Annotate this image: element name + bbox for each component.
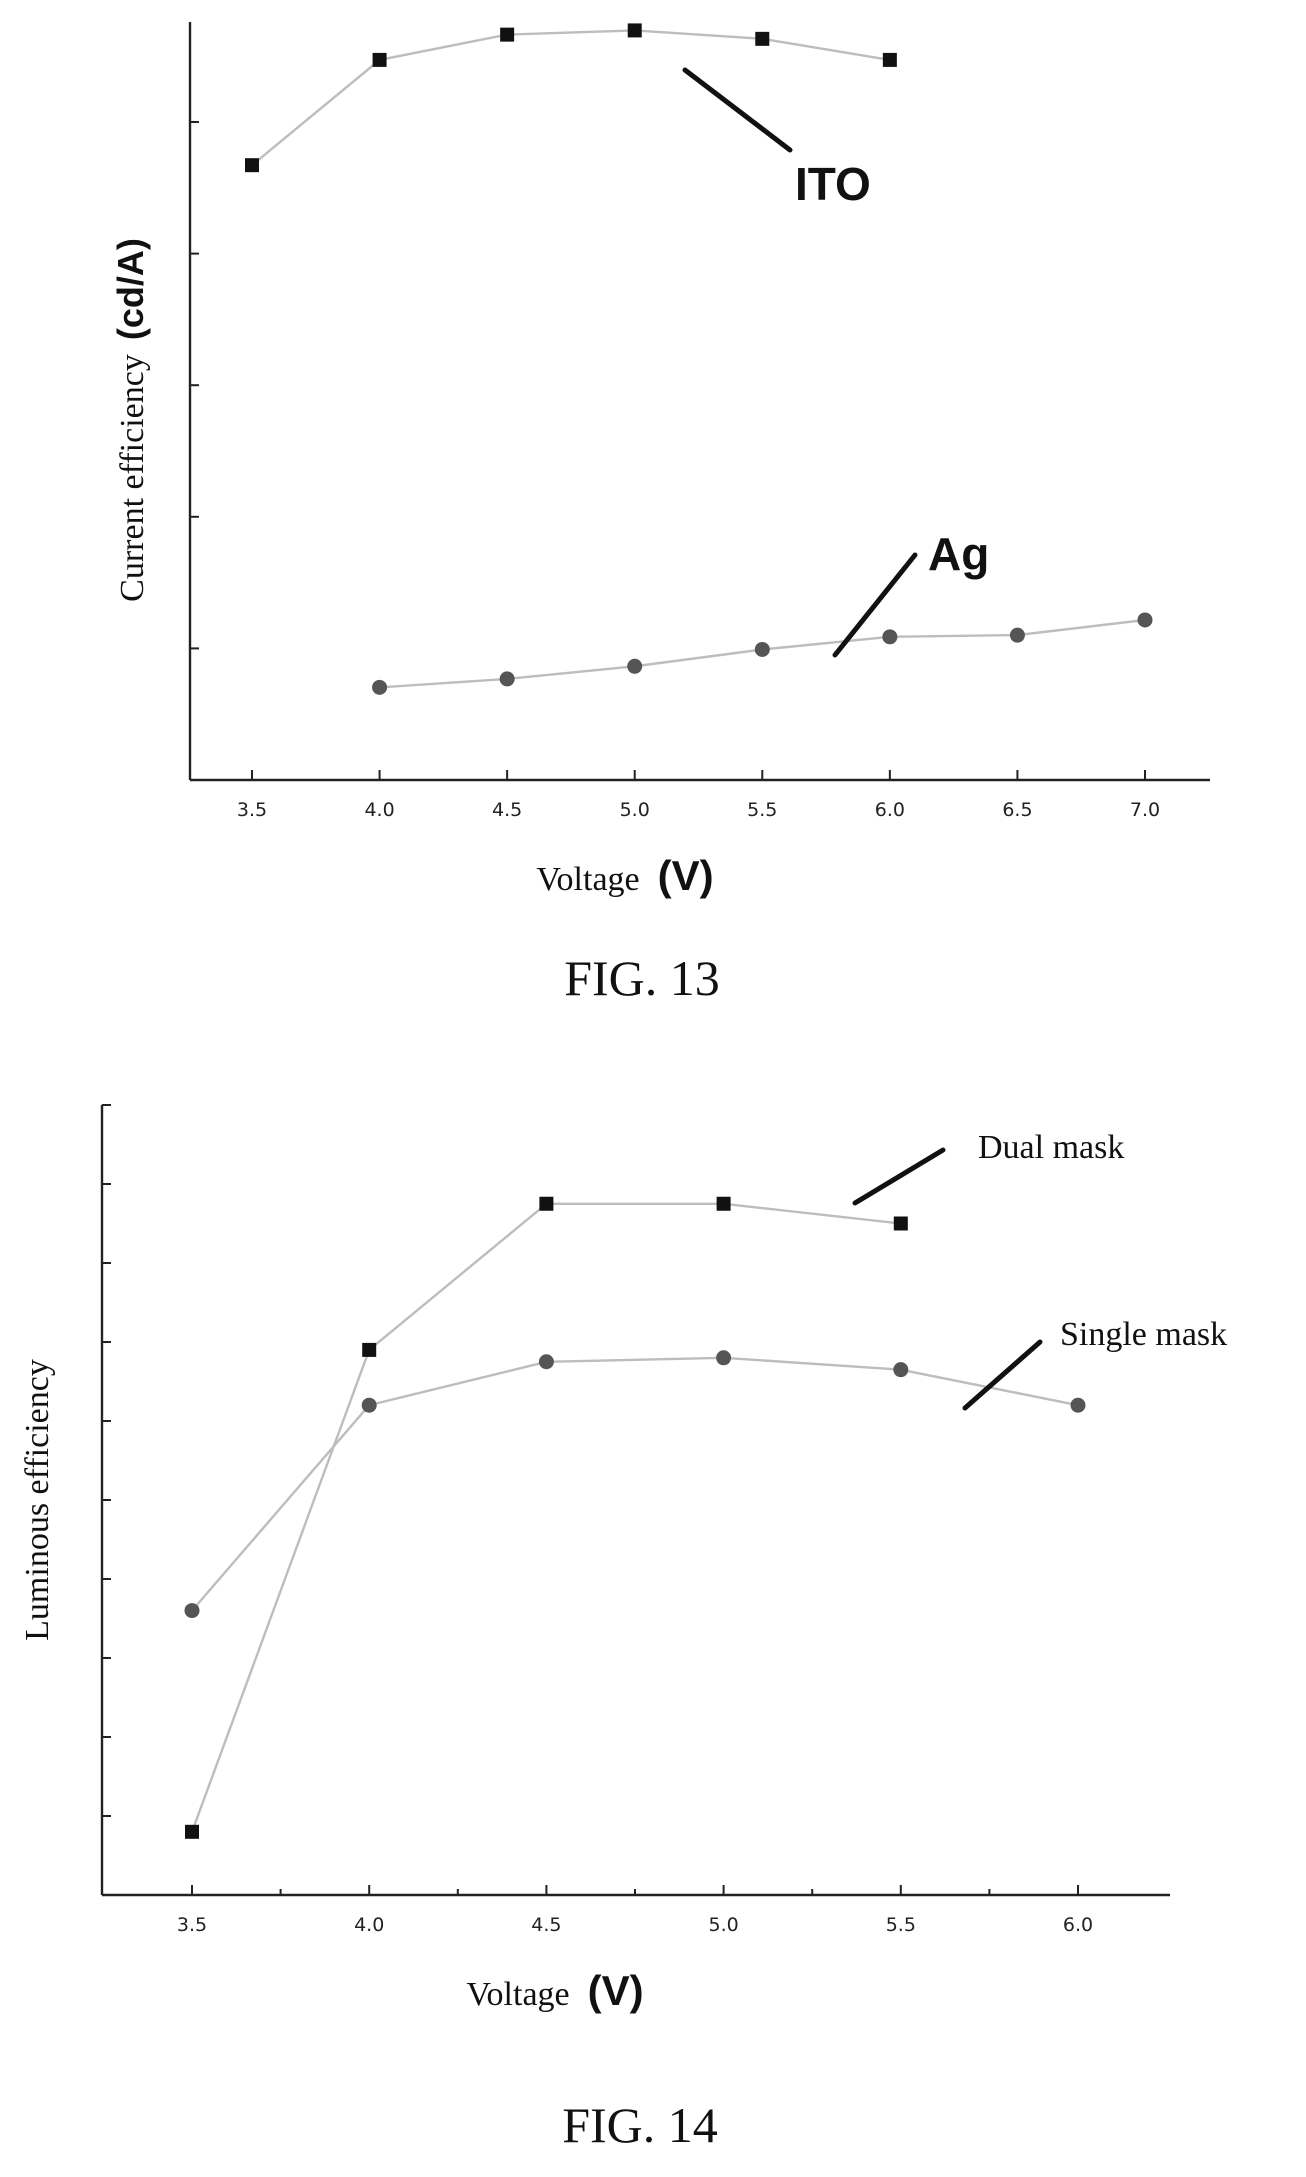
figure-14: 3.5 4.0 4.5 5.0 5.5 6.0 Dual mask Single mask… [19, 1104, 1227, 2153]
series-label-ag: Ag [928, 528, 989, 580]
series-layer [184, 1196, 1086, 1839]
x-axis-label-text: Voltage [466, 1976, 569, 2013]
data-point-ito [882, 52, 897, 67]
data-point-ag [372, 679, 388, 695]
data-point-single-mask [1070, 1397, 1086, 1413]
x-tick-label: 6.0 [1063, 1914, 1093, 1936]
data-point-dual-mask [185, 1824, 199, 1839]
x-tick-label: 4.0 [364, 799, 394, 821]
data-point-ito [500, 27, 515, 42]
y-axis-label: Current efficiency (cd/A) [110, 238, 151, 602]
series-label-dual-mask: Dual mask [978, 1129, 1124, 1166]
x-axis-ticks [191, 1885, 1079, 1895]
dual-mask-leader-line [852, 1147, 946, 1206]
data-point-ag [627, 658, 643, 674]
data-point-single-mask [716, 1350, 732, 1366]
x-tick-label: 5.5 [886, 1914, 916, 1936]
x-axis-label-text: Voltage [536, 861, 639, 898]
data-point-dual-mask [539, 1196, 554, 1211]
x-axis-label: Voltage (V) [536, 852, 713, 899]
series-layer [245, 23, 1153, 695]
x-tick-label: 4.5 [531, 1914, 561, 1936]
data-point-ito [627, 23, 642, 38]
x-axis-label-unit: (V) [658, 852, 714, 899]
data-point-ag [754, 641, 770, 657]
data-point-ag [1137, 612, 1153, 628]
single-mask-leader-line [962, 1339, 1043, 1411]
x-tick-label: 6.5 [1002, 799, 1032, 821]
y-axis-label-unit: (cd/A) [110, 238, 151, 340]
data-point-single-mask [893, 1362, 909, 1378]
data-point-ito [755, 31, 770, 46]
x-tick-label: 7.0 [1130, 799, 1160, 821]
series-label-ito: ITO [795, 158, 871, 210]
x-tick-label: 5.0 [620, 799, 650, 821]
series-line-dual-mask [190, 1202, 901, 1833]
x-axis-label: Voltage (V) [466, 1967, 643, 2014]
x-tick-label: 4.0 [354, 1914, 384, 1936]
x-tick-label: 6.0 [875, 799, 905, 821]
y-axis-label: Luminous efficiency [19, 1359, 56, 1641]
series-label-single-mask: Single mask [1060, 1316, 1227, 1353]
x-tick-labels: 3.5 4.0 4.5 5.0 5.5 6.0 [177, 1914, 1093, 1936]
x-tick-label: 3.5 [237, 799, 267, 821]
data-point-ito [372, 52, 387, 67]
x-tick-label: 3.5 [177, 1914, 207, 1936]
data-point-ito [245, 158, 259, 173]
figure-caption-13: FIG. 13 [564, 950, 720, 1006]
series-line-single-mask [191, 1356, 1079, 1612]
y-axis-ticks [190, 121, 199, 781]
ito-leader-line [682, 67, 793, 153]
data-point-single-mask [184, 1603, 200, 1619]
figure-caption-14: FIG. 14 [562, 2097, 718, 2153]
ag-leader-line [832, 552, 918, 658]
series-line-ito [251, 29, 891, 167]
data-point-ag [499, 671, 515, 687]
x-tick-label: 5.0 [708, 1914, 738, 1936]
figure-13: 3.5 4.0 4.5 5.0 5.5 6.0 6.5 7.0 ITO Ag Current … [110, 22, 1210, 1006]
y-axis-label-text: Current efficiency [114, 354, 151, 602]
x-axis-ticks [251, 770, 1146, 780]
data-point-single-mask [361, 1397, 377, 1413]
data-point-dual-mask [716, 1196, 731, 1211]
x-axis-label-unit: (V) [588, 1967, 644, 2014]
data-point-dual-mask [893, 1216, 908, 1231]
x-tick-labels: 3.5 4.0 4.5 5.0 5.5 6.0 6.5 7.0 [237, 799, 1160, 821]
data-point-ag [1009, 627, 1025, 643]
x-tick-label: 4.5 [492, 799, 522, 821]
data-point-single-mask [538, 1354, 554, 1370]
data-point-ag [882, 629, 898, 645]
data-point-dual-mask [362, 1342, 377, 1357]
y-axis-ticks [102, 1104, 111, 1896]
x-tick-label: 5.5 [747, 799, 777, 821]
